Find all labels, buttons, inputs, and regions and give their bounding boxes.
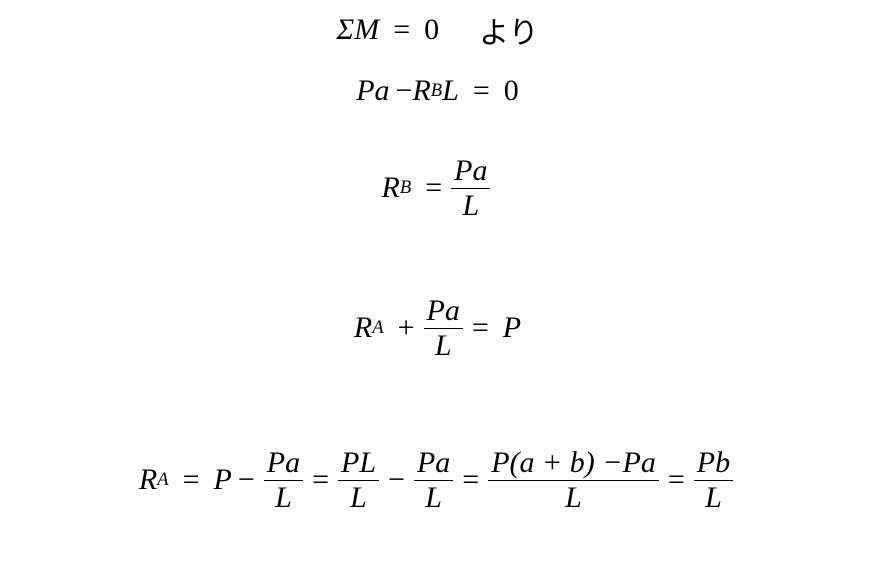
l5-eq2: = bbox=[312, 463, 329, 497]
l2-Pa: Pa bbox=[356, 74, 389, 108]
l1-lhs: ΣM bbox=[336, 13, 379, 47]
l5-P: P bbox=[214, 463, 232, 497]
l4-eq: = bbox=[472, 311, 489, 345]
l1-eq: = bbox=[393, 13, 410, 47]
l3-den: L bbox=[459, 190, 482, 222]
l5-eq4: = bbox=[668, 463, 685, 497]
l5-f2: PL L bbox=[338, 447, 379, 513]
l5-f2-den: L bbox=[347, 482, 370, 514]
equation-line-2: Pa − RB L = 0 bbox=[0, 74, 875, 108]
l1-note: より bbox=[479, 8, 538, 52]
l5-f4-num: P(a + b) −Pa bbox=[488, 447, 659, 479]
l5-eq3: = bbox=[462, 463, 479, 497]
l2-eq: = bbox=[473, 74, 490, 108]
l4-R: R bbox=[354, 311, 372, 345]
l5-f3-num: Pa bbox=[414, 447, 453, 479]
l5-f1-num: Pa bbox=[264, 447, 303, 479]
l4-num: Pa bbox=[424, 295, 463, 327]
equation-page: ΣM = 0 より Pa − RB L = 0 RB = bbox=[0, 0, 875, 561]
l5-f4-den: L bbox=[562, 482, 585, 514]
l5-f4: P(a + b) −Pa L bbox=[488, 447, 659, 513]
l2-zero: 0 bbox=[504, 74, 519, 108]
l5-f3-den: L bbox=[422, 482, 445, 514]
l5-f5-num: Pb bbox=[694, 447, 733, 479]
l4-Rsub: A bbox=[372, 317, 383, 339]
l5-f3: Pa L bbox=[414, 447, 453, 513]
l3-Rsub: B bbox=[400, 177, 411, 199]
l2-L: L bbox=[442, 74, 459, 108]
l5-Rsub: A bbox=[157, 469, 168, 491]
l5-f5-den: L bbox=[702, 482, 725, 514]
equation-line-3: RB = Pa L bbox=[0, 148, 875, 228]
l3-R: R bbox=[382, 171, 400, 205]
l2-R: R bbox=[412, 74, 430, 108]
l4-den: L bbox=[432, 330, 455, 362]
l5-f1-den: L bbox=[272, 482, 295, 514]
l3-frac: Pa L bbox=[451, 155, 490, 221]
l5-R: R bbox=[139, 463, 157, 497]
l5-f2-num: PL bbox=[338, 447, 379, 479]
l4-frac: Pa L bbox=[424, 295, 463, 361]
equation-line-5: RA = P − Pa L = PL L − bbox=[0, 440, 875, 520]
equation-line-1: ΣM = 0 より bbox=[0, 8, 875, 52]
l2-Rsub: B bbox=[431, 80, 442, 102]
equation-line-4: RA + Pa L = P bbox=[0, 288, 875, 368]
l3-num: Pa bbox=[451, 155, 490, 187]
l5-f5: Pb L bbox=[694, 447, 733, 513]
l5-f1: Pa L bbox=[264, 447, 303, 513]
l5-minus2: − bbox=[388, 463, 405, 497]
l5-minus1: − bbox=[238, 463, 255, 497]
l4-plus: + bbox=[398, 311, 415, 345]
l1-rhs: 0 bbox=[424, 13, 439, 47]
l4-P: P bbox=[503, 311, 521, 345]
l2-minus: − bbox=[396, 74, 413, 108]
l5-eq1: = bbox=[183, 463, 200, 497]
l3-eq: = bbox=[425, 171, 442, 205]
